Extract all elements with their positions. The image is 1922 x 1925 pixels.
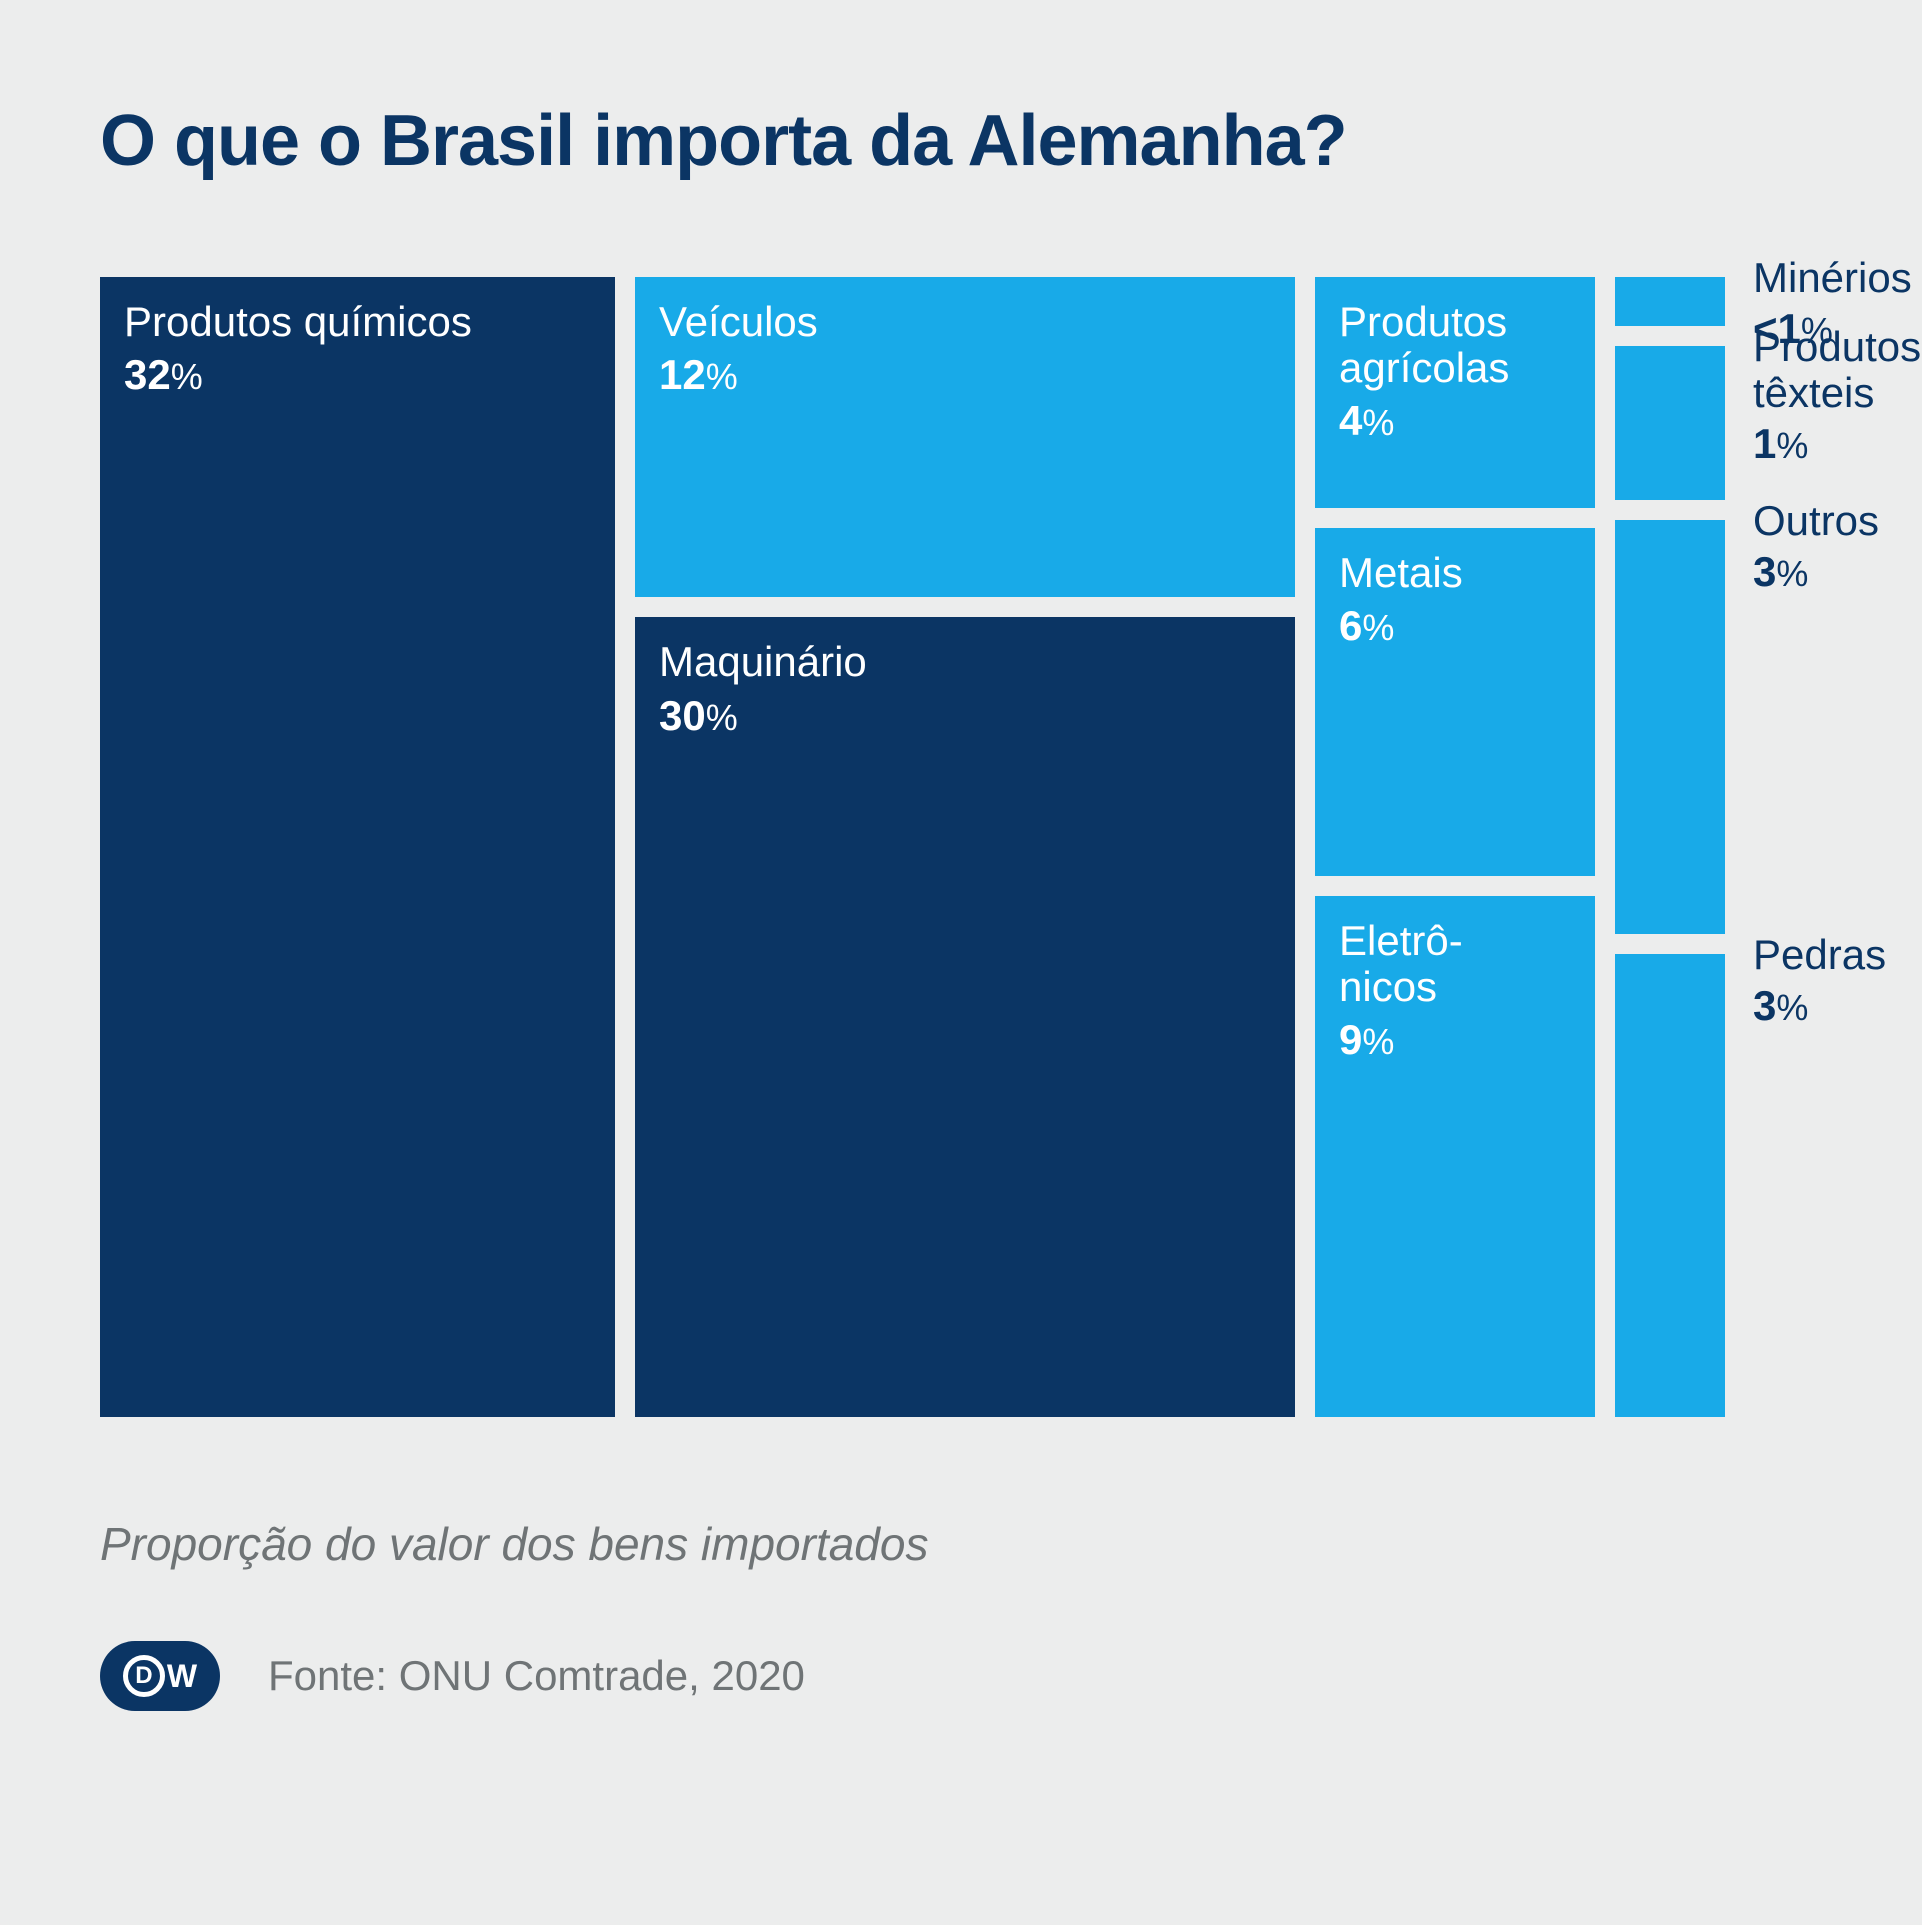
dw-logo-d-icon: D [123,1655,165,1697]
treemap-column: Produtos químicos 32% [100,277,615,1417]
treemap-cell-minerios [1615,277,1725,326]
treemap-column: Veículos 12% Maquinário 30% [635,277,1295,1417]
external-label-texteis: Produtostêxteis1% [1753,324,1921,478]
external-label-text: Outros [1753,498,1921,544]
cell-value: 9% [1339,1016,1571,1064]
cell-value: 6% [1339,602,1571,650]
source-text: Fonte: ONU Comtrade, 2020 [268,1652,805,1700]
external-label-text: Produtostêxteis [1753,324,1921,416]
cell-value: 32% [124,351,591,399]
external-label-text: Minérios [1753,255,1921,301]
treemap-chart: Produtos químicos 32% Veículos 12% Maquinári… [100,277,1822,1417]
cell-label: Metais [1339,550,1571,596]
treemap-cell-agricolas: Produtos agrícolas 4% [1315,277,1595,508]
cell-value: 12% [659,351,1271,399]
external-value: 3% [1753,982,1921,1030]
treemap-cell-outros [1615,520,1725,934]
cell-value: 4% [1339,397,1571,445]
treemap-cell-quimicos: Produtos químicos 32% [100,277,615,1417]
treemap-cell-pedras [1615,954,1725,1417]
dw-logo-w-icon: W [167,1658,197,1695]
treemap-external-labels: Minérios<1%Produtostêxteis1%Outros3%Pedr… [1753,277,1921,1417]
cell-value: 30% [659,692,1271,740]
external-value: 1% [1753,420,1921,468]
cell-label: Eletrô-nicos [1339,918,1571,1010]
chart-title: O que o Brasil importa da Alemanha? [100,100,1822,182]
treemap-cell-veiculos: Veículos 12% [635,277,1295,597]
cell-label: Produtos químicos [124,299,591,345]
cell-label: Veículos [659,299,1271,345]
cell-label: Maquinário [659,639,1271,685]
treemap-cell-maquinario: Maquinário 30% [635,617,1295,1417]
cell-label: Produtos agrícolas [1339,299,1571,391]
treemap-cell-eletronicos: Eletrô-nicos 9% [1315,896,1595,1417]
external-label-pedras: Pedras3% [1753,932,1921,1395]
external-value: 3% [1753,548,1921,596]
external-label-minerios: Minérios<1% [1753,255,1921,304]
treemap-column [1615,277,1725,1417]
footer: D W Fonte: ONU Comtrade, 2020 [100,1641,1822,1711]
treemap-cell-metais: Metais 6% [1315,528,1595,876]
treemap-cell-texteis [1615,346,1725,500]
external-label-text: Pedras [1753,932,1921,978]
dw-logo: D W [100,1641,220,1711]
treemap-column: Produtos agrícolas 4% Metais 6% Eletrô-nicos… [1315,277,1595,1417]
chart-subtitle: Proporção do valor dos bens importados [100,1517,1822,1571]
external-label-outros: Outros3% [1753,498,1921,912]
